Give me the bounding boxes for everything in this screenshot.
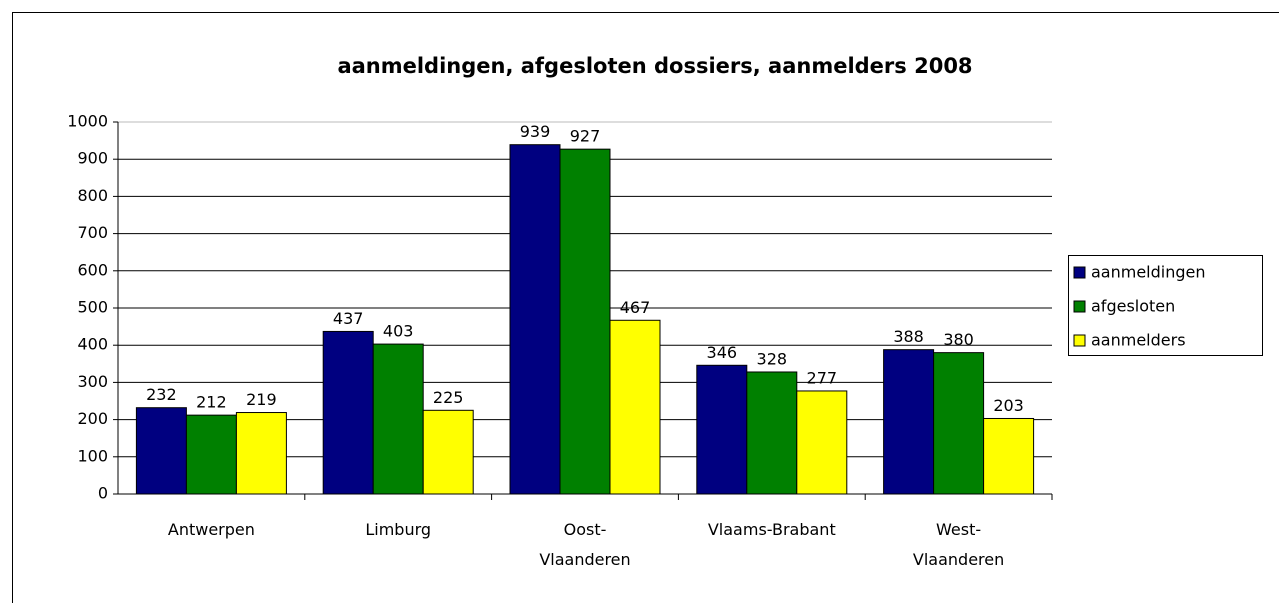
x-tick-line: Limburg bbox=[365, 520, 431, 539]
x-tick-line: West- bbox=[936, 520, 981, 539]
x-tick-line: Vlaanderen bbox=[539, 550, 630, 569]
bar bbox=[983, 417, 1035, 495]
bar bbox=[509, 144, 561, 495]
bar bbox=[422, 409, 474, 495]
legend-label: aanmeldingen bbox=[1091, 263, 1206, 282]
value-label: 232 bbox=[146, 385, 177, 404]
y-tick-label: 100 bbox=[77, 446, 108, 465]
bar bbox=[235, 412, 287, 495]
legend-swatch bbox=[1073, 300, 1086, 313]
y-tick-label: 700 bbox=[77, 223, 108, 242]
y-tick-label: 600 bbox=[77, 260, 108, 279]
legend-label: afgesloten bbox=[1091, 297, 1175, 316]
x-tick-line: Vlaams-Brabant bbox=[708, 520, 836, 539]
legend-box bbox=[1068, 255, 1263, 356]
x-tick-label: Vlaams-Brabant bbox=[708, 520, 836, 539]
bar bbox=[933, 352, 985, 495]
y-tick-label: 300 bbox=[77, 372, 108, 391]
value-label: 467 bbox=[620, 298, 651, 317]
bar bbox=[746, 371, 798, 495]
y-tick-label: 400 bbox=[77, 335, 108, 354]
y-tick-label: 1000 bbox=[67, 112, 108, 131]
bar bbox=[696, 364, 748, 495]
bar bbox=[609, 319, 661, 495]
y-tick-label: 800 bbox=[77, 186, 108, 205]
legend-label: aanmelders bbox=[1091, 331, 1186, 350]
value-label: 380 bbox=[943, 330, 974, 349]
bar bbox=[322, 330, 374, 495]
value-label: 939 bbox=[520, 122, 551, 141]
y-tick-label: 900 bbox=[77, 149, 108, 168]
x-tick-line: Oost- bbox=[564, 520, 607, 539]
legend-swatch bbox=[1073, 334, 1086, 347]
value-label: 225 bbox=[433, 388, 464, 407]
value-label: 927 bbox=[570, 127, 601, 146]
value-label: 388 bbox=[893, 327, 924, 346]
chart-title: aanmeldingen, afgesloten dossiers, aanme… bbox=[337, 54, 972, 78]
bar bbox=[135, 407, 187, 495]
value-label: 328 bbox=[757, 349, 788, 368]
bar bbox=[796, 390, 848, 495]
value-label: 219 bbox=[246, 390, 277, 409]
value-label: 212 bbox=[196, 393, 227, 412]
x-tick-label: West- Vlaanderen bbox=[913, 520, 1004, 569]
x-tick-line: Antwerpen bbox=[168, 520, 255, 539]
bar bbox=[185, 414, 237, 495]
legend-swatch bbox=[1073, 266, 1086, 279]
y-tick-label: 200 bbox=[77, 409, 108, 428]
y-tick-label: 0 bbox=[98, 484, 108, 503]
value-label: 203 bbox=[993, 396, 1024, 415]
y-tick-label: 500 bbox=[77, 298, 108, 317]
x-tick-label: Antwerpen bbox=[168, 520, 255, 539]
x-tick-label: Oost- Vlaanderen bbox=[539, 520, 630, 569]
value-label: 277 bbox=[807, 368, 838, 387]
value-label: 437 bbox=[333, 309, 364, 328]
bar bbox=[883, 349, 935, 495]
value-label: 346 bbox=[707, 343, 738, 362]
bar bbox=[559, 148, 611, 495]
x-tick-line: Vlaanderen bbox=[913, 550, 1004, 569]
x-tick-label: Limburg bbox=[365, 520, 431, 539]
value-label: 403 bbox=[383, 322, 414, 341]
bar bbox=[372, 343, 424, 495]
